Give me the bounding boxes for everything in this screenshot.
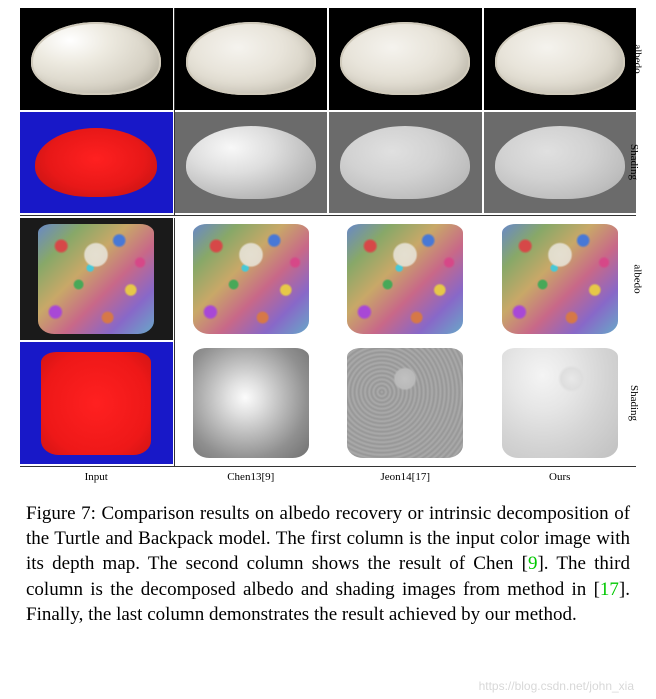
figure-caption: Figure 7: Comparison results on albedo r… xyxy=(0,483,656,626)
row-turtle-shading: Shading xyxy=(20,112,636,214)
row-backpack-albedo: albedo xyxy=(20,218,636,340)
cell-turtle-ours-albedo xyxy=(484,8,637,110)
cell-backpack-chen-albedo xyxy=(175,218,328,340)
cell-backpack-jeon-shading xyxy=(329,342,482,464)
cell-backpack-chen-shading xyxy=(175,342,328,464)
col-label-input: Input xyxy=(20,471,173,483)
cell-turtle-input-albedo xyxy=(20,8,173,110)
caption-lead: Figure 7: xyxy=(26,503,96,524)
section-turtle: albedo Shading xyxy=(20,8,636,216)
citation-jeon: 17 xyxy=(600,579,619,600)
citation-chen: 9 xyxy=(528,553,538,574)
row-backpack-shading: Shading xyxy=(20,342,636,464)
cell-turtle-jeon-albedo xyxy=(329,8,482,110)
cell-turtle-chen-shading xyxy=(175,112,328,214)
cell-backpack-jeon-albedo xyxy=(329,218,482,340)
figure-container: albedo Shading albedo Shading I xyxy=(0,0,656,483)
cell-turtle-input-depth xyxy=(20,112,173,214)
cell-turtle-jeon-shading xyxy=(329,112,482,214)
row-turtle-albedo: albedo xyxy=(20,8,636,110)
watermark: https://blog.csdn.net/john_xia xyxy=(479,679,634,693)
row-label-shading: Shading xyxy=(628,385,640,421)
cell-backpack-input-depth xyxy=(20,342,173,464)
section-backpack: albedo Shading xyxy=(20,218,636,467)
col-label-ours: Ours xyxy=(484,471,637,483)
col-label-chen: Chen13[9] xyxy=(175,471,328,483)
row-label-albedo: albedo xyxy=(631,44,643,73)
col-label-jeon: Jeon14[17] xyxy=(329,471,482,483)
cell-turtle-ours-shading xyxy=(484,112,637,214)
row-label-shading: Shading xyxy=(628,144,640,180)
row-label-albedo: albedo xyxy=(631,265,643,294)
cell-backpack-input-albedo xyxy=(20,218,173,340)
cell-backpack-ours-albedo xyxy=(484,218,637,340)
column-labels-row: Input Chen13[9] Jeon14[17] Ours xyxy=(20,471,636,483)
cell-turtle-chen-albedo xyxy=(175,8,328,110)
cell-backpack-ours-shading xyxy=(484,342,637,464)
